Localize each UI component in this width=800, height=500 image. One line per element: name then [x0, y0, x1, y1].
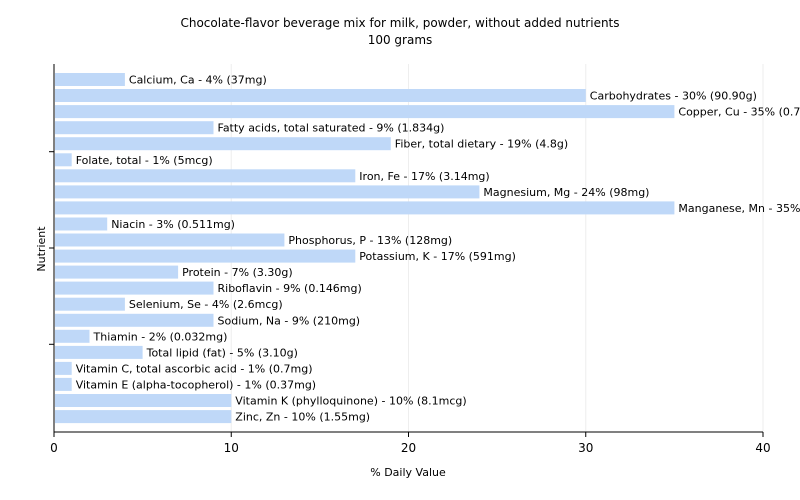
bar-label: Protein - 7% (3.30g)	[182, 266, 293, 279]
bar	[55, 362, 72, 375]
bar-label: Riboflavin - 9% (0.146mg)	[218, 282, 362, 295]
bar-label: Vitamin E (alpha-tocopherol) - 1% (0.37m…	[76, 378, 316, 391]
bar-label: Manganese, Mn - 35% (0.707mg)	[678, 202, 800, 215]
bar	[55, 266, 178, 279]
bar-label: Niacin - 3% (0.511mg)	[111, 218, 235, 231]
bar	[55, 410, 231, 423]
x-axis-title: % Daily Value	[370, 466, 446, 479]
bar	[55, 73, 125, 86]
bar	[55, 153, 72, 166]
x-tick-label: 10	[224, 441, 239, 455]
bar	[55, 282, 214, 295]
bar	[55, 330, 90, 343]
grid	[231, 64, 763, 432]
bar-label: Zinc, Zn - 10% (1.55mg)	[235, 411, 370, 424]
bar	[55, 346, 143, 359]
y-axis-title: Nutrient	[35, 226, 48, 272]
bar-label: Phosphorus, P - 13% (128mg)	[288, 234, 452, 247]
bar	[55, 89, 586, 102]
bar-label: Potassium, K - 17% (591mg)	[359, 250, 516, 263]
bar-label: Thiamin - 2% (0.032mg)	[93, 330, 228, 343]
bar-label: Magnesium, Mg - 24% (98mg)	[483, 186, 649, 199]
bar	[55, 298, 125, 311]
bar-label: Fatty acids, total saturated - 9% (1.834…	[218, 122, 445, 135]
bar	[55, 394, 231, 407]
bar-label: Fiber, total dietary - 19% (4.8g)	[395, 138, 568, 151]
bar	[55, 378, 72, 391]
bar-label: Selenium, Se - 4% (2.6mcg)	[129, 298, 283, 311]
bar	[55, 218, 107, 231]
bar	[55, 121, 214, 134]
chart-title: Chocolate-flavor beverage mix for milk, …	[180, 16, 619, 30]
x-tick-label: 40	[755, 441, 770, 455]
x-tick-label: 30	[578, 441, 593, 455]
bar-label: Calcium, Ca - 4% (37mg)	[129, 74, 267, 87]
x-tick-label: 20	[401, 441, 416, 455]
bar	[55, 185, 479, 198]
bar	[55, 169, 355, 182]
bar-label: Vitamin K (phylloquinone) - 10% (8.1mcg)	[235, 395, 466, 408]
bar	[55, 234, 284, 247]
chart-subtitle: 100 grams	[368, 33, 433, 47]
bars: Calcium, Ca - 4% (37mg) Carbohydrates - 3…	[55, 73, 800, 424]
x-tick-label: 0	[50, 441, 58, 455]
bar	[55, 137, 391, 150]
bar-label: Carbohydrates - 30% (90.90g)	[590, 90, 757, 103]
bar	[55, 250, 355, 263]
bar-label: Total lipid (fat) - 5% (3.10g)	[146, 346, 298, 359]
bar	[55, 201, 674, 214]
bar	[55, 105, 674, 118]
bar-label: Folate, total - 1% (5mcg)	[76, 154, 213, 167]
bar-label: Copper, Cu - 35% (0.705mg)	[678, 106, 800, 119]
bar-label: Sodium, Na - 9% (210mg)	[218, 314, 361, 327]
bar-label: Iron, Fe - 17% (3.14mg)	[359, 170, 489, 183]
bar	[55, 314, 214, 327]
bar-label: Vitamin C, total ascorbic acid - 1% (0.7…	[76, 362, 313, 375]
